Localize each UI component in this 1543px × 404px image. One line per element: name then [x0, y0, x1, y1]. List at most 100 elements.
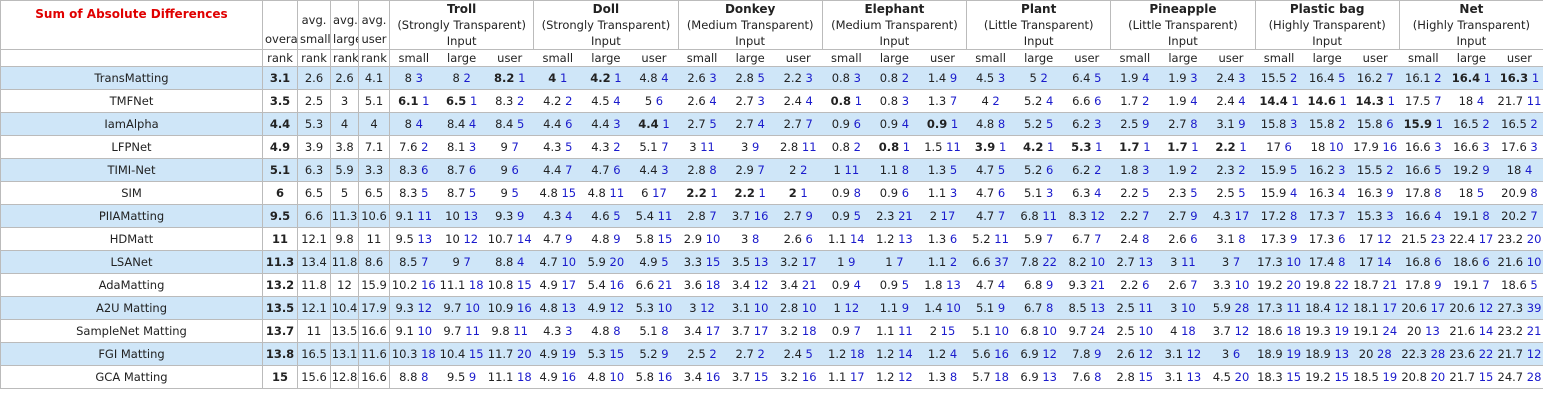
score-cell: 6.6 21: [629, 273, 679, 297]
score-value: 3.5: [731, 255, 751, 269]
score-cell: 5.8 15: [629, 227, 679, 251]
score-value: 6.7: [1024, 301, 1043, 315]
rank-value: 9.8: [330, 227, 359, 251]
score-value: 2.7: [735, 347, 754, 361]
score-cell: 1.1 3: [918, 181, 967, 205]
score-cell: 0.9 6: [870, 181, 919, 205]
rank-value: 5: [330, 181, 359, 205]
score-rank: 4: [517, 255, 525, 269]
score-rank: 6: [613, 163, 621, 177]
score-cell: 8.3 12: [1062, 204, 1111, 228]
score-value: 5.9: [1212, 301, 1231, 315]
score-value: 20: [1358, 347, 1374, 361]
score-rank: 7: [463, 255, 471, 269]
score-value: 17.3: [1308, 209, 1335, 223]
score-value: 5.1: [639, 140, 658, 154]
score-rank: 16: [801, 370, 817, 384]
object-name: Elephant: [864, 2, 925, 16]
score-cell: 5.1 8: [629, 319, 679, 343]
score-rank: 15: [468, 347, 484, 361]
score-value: 0.9: [879, 278, 899, 292]
score-value: 0.8: [830, 94, 852, 108]
input-label: Input: [591, 34, 621, 48]
score-rank: 2: [613, 140, 621, 154]
score-cell: 15.9 4: [1255, 181, 1304, 205]
score-value: 1.4: [924, 301, 943, 315]
score-rank: 8: [997, 117, 1006, 131]
score-cell: 9.8 11: [485, 319, 534, 343]
score-value: 4.2: [1023, 140, 1044, 154]
score-value: 3.2: [779, 370, 799, 384]
score-cell: 5.3 10: [629, 296, 679, 320]
score-cell: 2.6 6: [1158, 227, 1207, 251]
score-cell: 2.3 2: [1206, 158, 1256, 182]
score-rank: 14: [898, 347, 913, 361]
score-rank: 13: [1090, 301, 1106, 315]
score-cell: 3.9 1: [966, 135, 1015, 159]
score-cell: 27.3 39: [1495, 296, 1543, 320]
score-value: 6.2: [1072, 117, 1091, 131]
score-value: 16.4: [1308, 71, 1335, 85]
rank-value: 10.6: [358, 204, 390, 228]
score-rank: 11: [417, 209, 433, 223]
score-value: 17.3: [1308, 232, 1335, 246]
score-value: 2: [929, 324, 938, 338]
rank-column-name: avg. small: [300, 13, 331, 46]
score-rank: 6: [1386, 117, 1394, 131]
score-value: 8.2: [494, 71, 515, 85]
score-value: 9.7: [443, 324, 462, 338]
score-value: 9.3: [1068, 278, 1087, 292]
score-cell: 4.7 5: [966, 158, 1015, 182]
score-cell: 1.4 9: [918, 66, 967, 90]
score-rank: 1: [1291, 94, 1299, 108]
score-rank: 28: [1430, 347, 1446, 361]
score-value: 4.8: [975, 117, 995, 131]
rank-value: 11.3: [330, 204, 359, 228]
score-cell: 2.4 4: [774, 89, 823, 113]
score-value: 2.4: [783, 347, 802, 361]
score-cell: 4.3 4: [533, 204, 582, 228]
trimap-label: small: [533, 49, 582, 67]
score-value: 8: [452, 71, 460, 85]
score-cell: 8.1 3: [437, 135, 486, 159]
method-name: GCA Matting: [0, 365, 263, 389]
score-rank: 7: [853, 324, 861, 338]
score-value: 23.2: [1497, 324, 1524, 338]
score-cell: 4.7 6: [581, 158, 630, 182]
score-cell: 19.8 22: [1303, 273, 1352, 297]
rank-value: 3.5: [262, 89, 298, 113]
score-rank: 10: [801, 301, 817, 315]
score-rank: 15: [657, 232, 673, 246]
score-value: 15.5: [1356, 163, 1383, 177]
score-rank: 4: [1045, 94, 1054, 108]
score-rank: 15: [561, 186, 577, 200]
method-row: SampleNet Matting 13.7 11 13.5 16.6 9.1 10 9.7…: [0, 319, 1543, 343]
score-cell: 20.2 7: [1495, 204, 1543, 228]
score-cell: 3.3 10: [1206, 273, 1256, 297]
score-rank: 11: [657, 209, 673, 223]
score-rank: 9: [517, 209, 525, 223]
score-value: 19.3: [1305, 324, 1331, 338]
score-cell: 4.6 5: [581, 204, 630, 228]
score-cell: 19.3 19: [1303, 319, 1352, 343]
score-rank: 14: [517, 232, 532, 246]
method-name: A2U Matting: [0, 296, 263, 320]
score-cell: 2.7 3: [726, 89, 775, 113]
score-value: 16.8: [1405, 255, 1431, 269]
score-cell: 11.1 18: [485, 365, 534, 389]
score-rank: 7: [1232, 255, 1241, 269]
score-cell: 1.9 3: [1158, 66, 1207, 90]
score-value: 1.2: [876, 347, 895, 361]
rank-value: 13.1: [330, 342, 359, 366]
score-value: 4.3: [1212, 209, 1231, 223]
score-cell: 3 6: [1206, 342, 1256, 366]
score-rank: 5: [565, 140, 573, 154]
score-cell: 24.7 28: [1495, 365, 1543, 389]
score-cell: 18 10: [1303, 135, 1352, 159]
score-cell: 4.8 13: [533, 296, 582, 320]
score-cell: 0.8 2: [822, 135, 871, 159]
score-rank: 2: [1142, 94, 1150, 108]
score-cell: 3.5 13: [726, 250, 775, 274]
score-rank: 2: [421, 140, 429, 154]
score-value: 8.4: [495, 117, 514, 131]
